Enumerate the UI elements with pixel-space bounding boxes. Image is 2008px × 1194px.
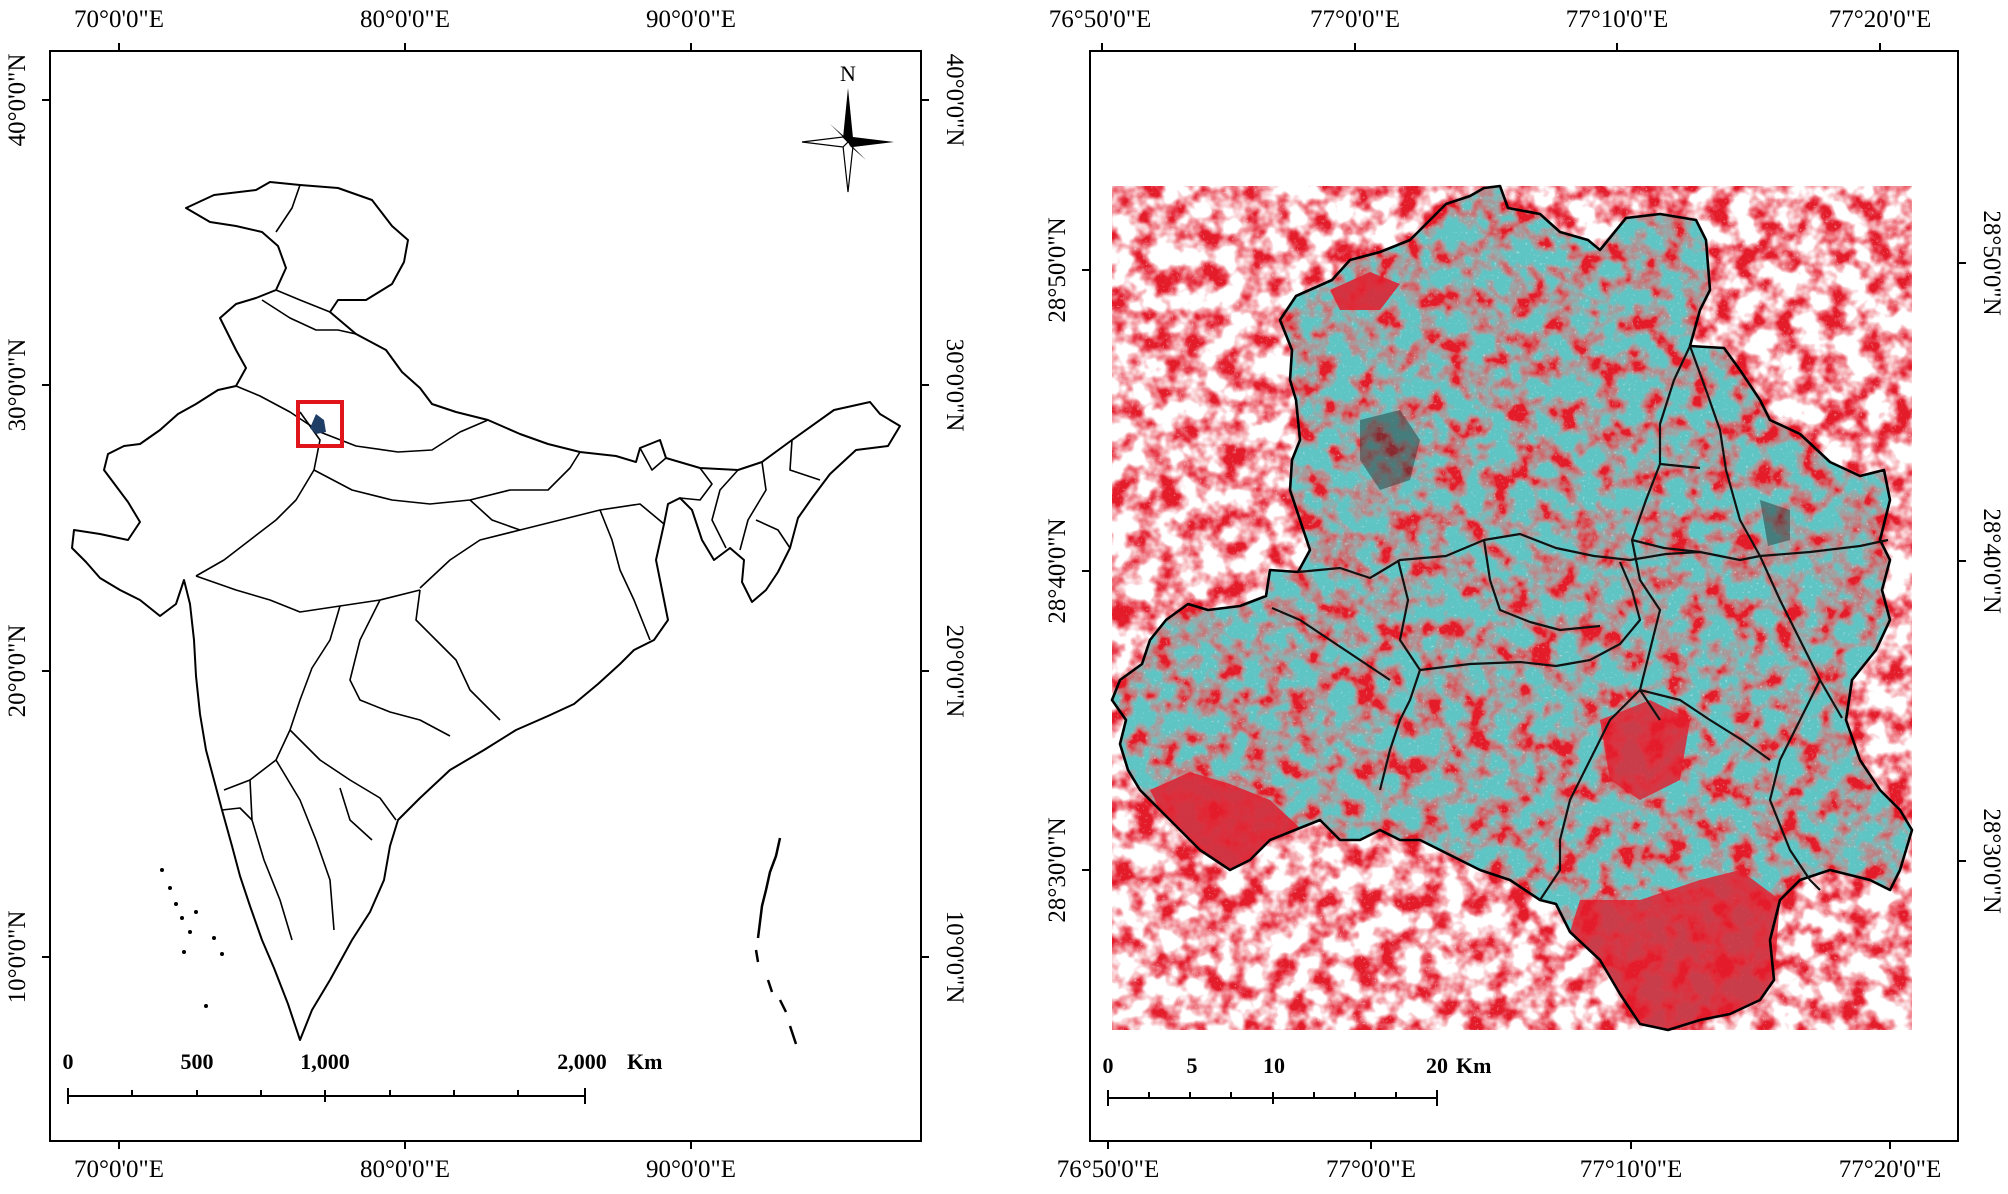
india-scale-label: 1,000 bbox=[300, 1049, 350, 1074]
india-scale-bar: 0 500 1,000 2,000 Km bbox=[63, 1049, 662, 1104]
india-scale-label: 500 bbox=[181, 1049, 214, 1074]
india-scale-label: 0 bbox=[63, 1049, 74, 1074]
india-bottom-lon-label: 90°0'0"E bbox=[646, 1156, 736, 1183]
delhi-scale-bar: 0 5 10 20 Km bbox=[1103, 1053, 1491, 1106]
india-left-lat-label: 20°0'0"N bbox=[4, 625, 31, 718]
india-right-lat-label: 30°0'0"N bbox=[941, 339, 968, 432]
delhi-map-panel: 76°50'0"E 77°0'0"E 77°10'0"E 77°20'0"E 7… bbox=[1044, 6, 2005, 1183]
india-map-panel: 70°0'0"E 80°0'0"E 90°0'0"E 70°0'0"E 80°0… bbox=[4, 6, 968, 1183]
india-left-lat-label: 30°0'0"N bbox=[4, 339, 31, 432]
delhi-scale-label: 10 bbox=[1263, 1053, 1285, 1078]
india-map-frame bbox=[49, 50, 922, 1142]
india-tick-marks bbox=[42, 43, 929, 1149]
delhi-right-lat-label: 28°50'0"N bbox=[1978, 210, 2005, 315]
india-left-lat-label: 10°0'0"N bbox=[4, 911, 31, 1004]
delhi-bottom-lon-label: 76°50'0"E bbox=[1057, 1156, 1159, 1183]
india-bottom-lon-label: 70°0'0"E bbox=[74, 1156, 164, 1183]
delhi-bottom-lon-label: 77°10'0"E bbox=[1580, 1156, 1682, 1183]
delhi-bottom-lon-label: 77°0'0"E bbox=[1326, 1156, 1416, 1183]
north-arrow-icon: N bbox=[801, 61, 894, 193]
delhi-marker bbox=[310, 414, 326, 434]
delhi-left-lat-label: 28°40'0"N bbox=[1044, 518, 1071, 623]
delhi-satellite-image bbox=[1110, 184, 1914, 1032]
north-arrow-label: N bbox=[840, 61, 856, 86]
delhi-location-box bbox=[296, 400, 344, 448]
delhi-scale-label: 0 bbox=[1103, 1053, 1114, 1078]
delhi-district-boundaries bbox=[1271, 345, 1889, 901]
india-bottom-lon-label: 80°0'0"E bbox=[360, 1156, 450, 1183]
delhi-scale-unit: Km bbox=[1456, 1053, 1491, 1078]
andaman-nicobar-islands bbox=[754, 837, 798, 1045]
india-right-lat-label: 20°0'0"N bbox=[941, 625, 968, 718]
delhi-top-lon-label: 76°50'0"E bbox=[1049, 6, 1151, 33]
india-right-lat-label: 40°0'0"N bbox=[941, 54, 968, 147]
delhi-top-lon-label: 77°10'0"E bbox=[1566, 6, 1668, 33]
delhi-boundary bbox=[1110, 184, 1914, 1032]
delhi-top-lon-label: 77°20'0"E bbox=[1829, 6, 1931, 33]
delhi-tick-marks bbox=[1082, 43, 1966, 1149]
india-top-lon-label: 90°0'0"E bbox=[646, 6, 736, 33]
india-top-lon-label: 80°0'0"E bbox=[360, 6, 450, 33]
lakshadweep-islands bbox=[160, 868, 224, 1008]
india-scale-label: 2,000 bbox=[557, 1049, 607, 1074]
delhi-right-lat-label: 28°40'0"N bbox=[1978, 508, 2005, 613]
delhi-top-lon-label: 77°0'0"E bbox=[1310, 6, 1400, 33]
india-right-lat-label: 10°0'0"N bbox=[941, 911, 968, 1004]
india-top-lon-label: 70°0'0"E bbox=[74, 6, 164, 33]
delhi-right-lat-label: 28°30'0"N bbox=[1978, 808, 2005, 913]
delhi-scale-label: 20 bbox=[1426, 1053, 1448, 1078]
delhi-left-lat-label: 28°50'0"N bbox=[1044, 217, 1071, 322]
delhi-left-lat-label: 28°30'0"N bbox=[1044, 817, 1071, 922]
india-outline bbox=[71, 181, 901, 1041]
india-left-lat-label: 40°0'0"N bbox=[4, 54, 31, 147]
india-scale-unit: Km bbox=[627, 1049, 662, 1074]
delhi-scale-label: 5 bbox=[1187, 1053, 1198, 1078]
delhi-bottom-lon-label: 77°20'0"E bbox=[1839, 1156, 1941, 1183]
